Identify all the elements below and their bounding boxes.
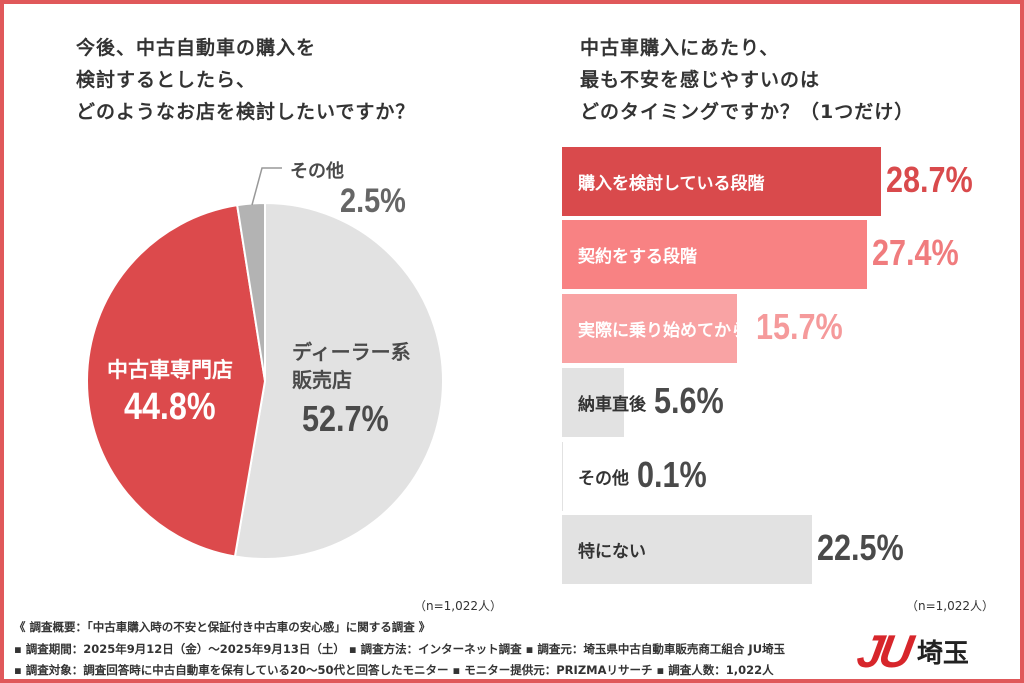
pie-sample-note: （n=1,022人） xyxy=(414,599,503,613)
bar xyxy=(562,515,813,584)
bar-value: 27.4% xyxy=(871,232,959,273)
bar-value: 0.1% xyxy=(637,454,707,495)
bar-value: 28.7% xyxy=(886,159,973,200)
pie-value-specialist: 44.8% xyxy=(124,386,216,428)
pie-value-other: 2.5% xyxy=(340,182,406,220)
ju-logo-mark: JU xyxy=(853,625,914,677)
survey-summary: 《 調査概要：「中古車購入時の不安と保証付き中古車の安心感」に関する調査 》 xyxy=(14,620,431,634)
pie-label-specialist: 中古車専門店 xyxy=(107,358,233,382)
survey-period-method: ▪ 調査期間：2025年9月12日（金）～2025年9月13日（土） ▪ 調査方… xyxy=(14,642,786,656)
bar-value: 15.7% xyxy=(756,306,843,347)
bar-label: 納車直後 xyxy=(578,395,646,415)
pie-label-dealer: ディーラー系販売店 xyxy=(292,340,411,392)
pie-value-dealer: 52.7% xyxy=(302,398,389,439)
pie-slice-specialist xyxy=(86,204,267,558)
bar-label: 契約をする段階 xyxy=(578,247,697,267)
survey-target: ▪ 調査対象：調査回答時に中古自動車を保有している20～50代と回答したモニター… xyxy=(14,663,774,677)
bar-sample-note: （n=1,022人） xyxy=(906,599,995,613)
pie-slice-other xyxy=(236,201,266,382)
pie-label-other: その他 xyxy=(290,161,344,182)
pie-leader-line xyxy=(251,167,282,206)
bar xyxy=(562,220,867,289)
ju-logo-text: 埼玉 xyxy=(916,638,969,669)
bar-label: 購入を検討している段階 xyxy=(578,174,765,194)
bar xyxy=(562,368,625,437)
bar-label: 実際に乗り始めてから xyxy=(578,321,748,341)
bar-value: 22.5% xyxy=(817,527,904,568)
bar-value: 5.6% xyxy=(654,380,724,421)
bar-label: その他 xyxy=(578,469,629,489)
bar-title: 中古車購入にあたり、 最も不安を感じやすいのは どのタイミングですか？（1つだけ… xyxy=(580,37,915,123)
bar-label: 特にない xyxy=(578,542,646,562)
bar xyxy=(562,147,881,216)
pie-slice-dealer xyxy=(233,201,444,560)
bar xyxy=(562,442,564,511)
ju-saitama-logo: JU 埼玉 xyxy=(853,624,969,678)
pie-title: 今後、中古自動車の購入を 検討するとしたら、 どのようなお店を検討したいですか？ xyxy=(76,37,416,123)
bar xyxy=(562,294,737,363)
